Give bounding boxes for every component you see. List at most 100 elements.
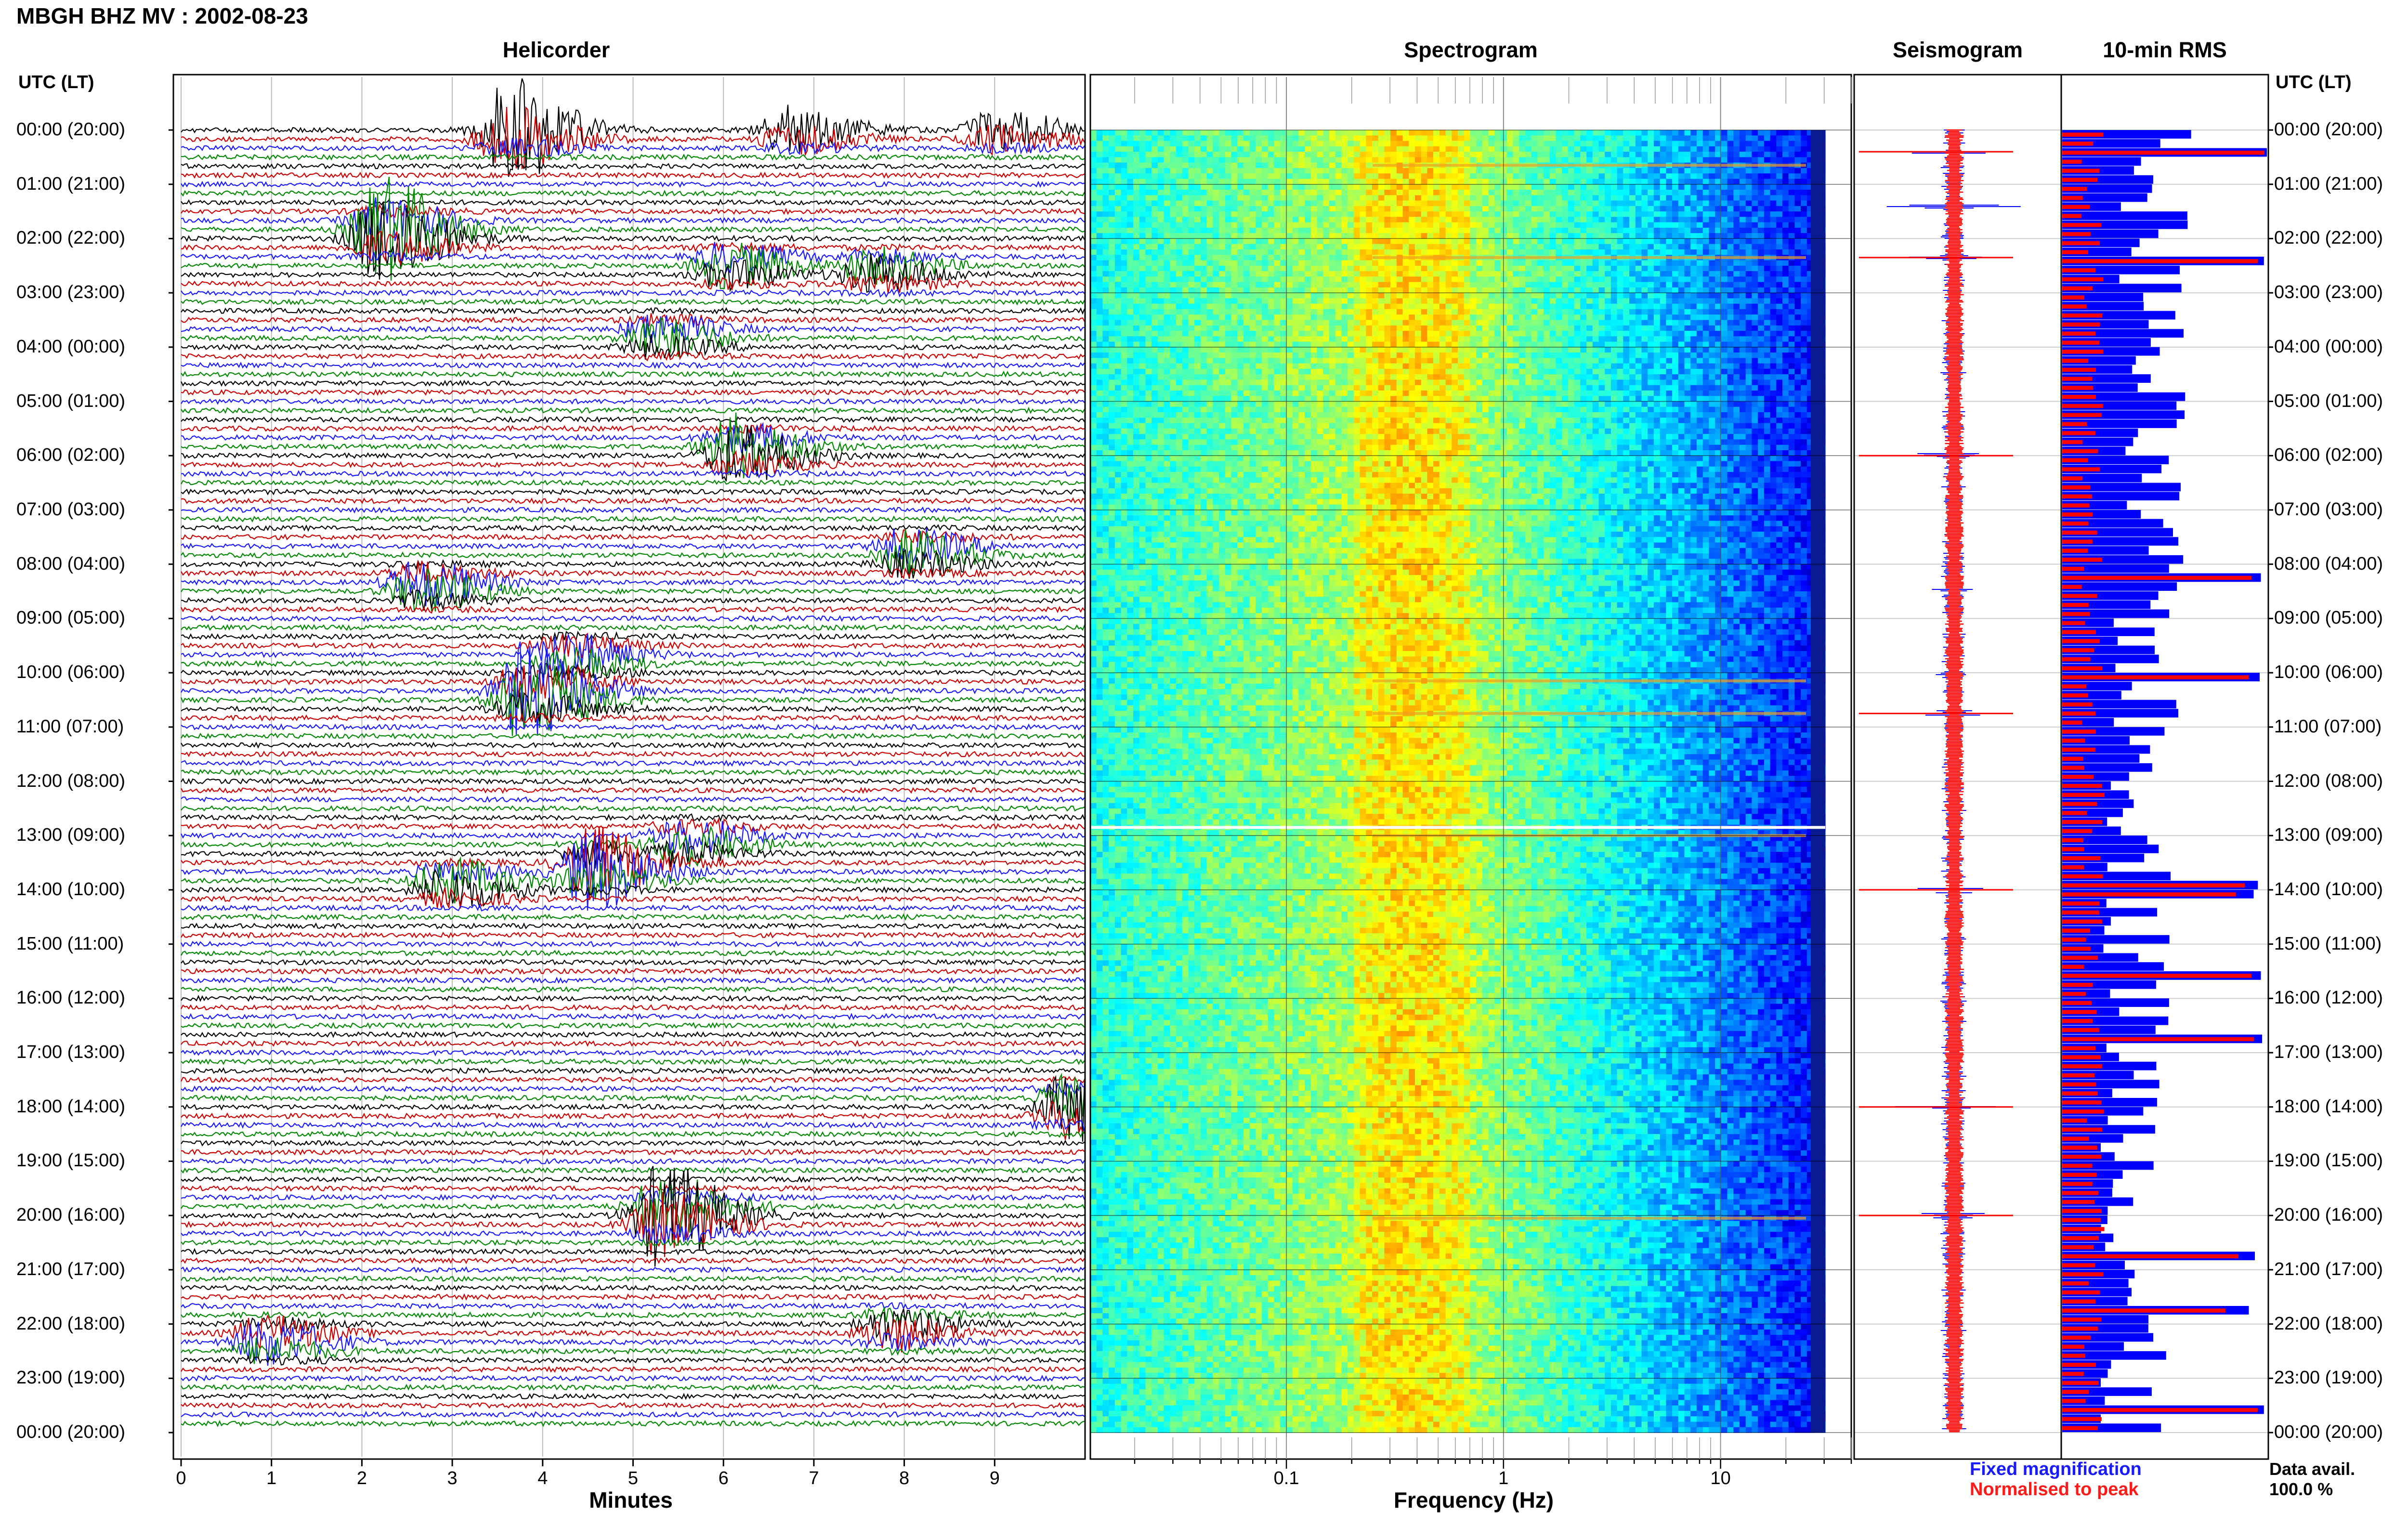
spectrogram-cell: [1097, 276, 1103, 282]
spectrogram-cell: [1176, 195, 1182, 201]
spectrogram-cell: [1672, 249, 1678, 255]
spectrogram-cell: [1464, 304, 1470, 310]
spectrogram-cell: [1354, 190, 1360, 196]
spectrogram-cell: [1586, 287, 1593, 293]
spectrogram-cell: [1250, 282, 1256, 288]
spectrogram-cell: [1593, 190, 1599, 196]
spectrogram-cell: [1182, 244, 1189, 250]
spectrogram-cell: [1672, 201, 1678, 207]
helicorder-xtick-label: 5: [628, 1468, 638, 1488]
spectrogram-cell: [1666, 233, 1672, 239]
spectrogram-cell: [1489, 266, 1495, 272]
spectrogram-cell: [1403, 287, 1409, 293]
spectrogram-cell: [1317, 298, 1323, 304]
spectrogram-cell: [1145, 287, 1152, 293]
spectrogram-cell: [1746, 211, 1752, 217]
spectrogram-cell: [1636, 266, 1642, 272]
spectrogram-cell: [1384, 271, 1390, 277]
spectrogram-cell: [1121, 271, 1127, 277]
spectrogram-cell: [1280, 255, 1286, 261]
spectrogram-cell: [1636, 309, 1642, 315]
spectrogram-cell: [1593, 146, 1599, 152]
spectrogram-cell: [1727, 228, 1734, 234]
spectrogram-cell: [1721, 282, 1727, 288]
spectrogram-cell: [1654, 271, 1660, 277]
spectrogram-cell: [1170, 184, 1176, 190]
spectrogram-cell: [1733, 266, 1740, 272]
spectrogram-cell: [1384, 190, 1390, 196]
spectrogram-cell: [1721, 184, 1727, 190]
spectrogram-cell: [1685, 206, 1691, 212]
spectrogram-cell: [1176, 304, 1182, 310]
spectrogram-cell: [1721, 228, 1727, 234]
spectrogram-cell: [1311, 282, 1317, 288]
spectrogram-cell: [1207, 206, 1213, 212]
spectrogram-cell: [1648, 249, 1654, 255]
spectrogram-cell: [1262, 261, 1268, 266]
spectrogram-cell: [1617, 168, 1623, 174]
spectrogram-cell: [1262, 249, 1268, 255]
spectrogram-cell: [1256, 184, 1262, 190]
spectrogram-cell: [1176, 293, 1182, 299]
spectrogram-cell: [1256, 261, 1262, 266]
spectrogram-cell: [1629, 184, 1636, 190]
spectrogram-cell: [1519, 157, 1525, 163]
spectrogram-cell: [1562, 244, 1568, 250]
spectrogram-cell: [1360, 168, 1366, 174]
spectrogram-cell: [1256, 271, 1262, 277]
spectrogram-cell: [1097, 309, 1103, 315]
spectrogram-cell: [1323, 206, 1329, 212]
spectrogram-cell: [1752, 217, 1758, 222]
spectrogram-cell: [1189, 206, 1195, 212]
spectrogram-cell: [1599, 141, 1605, 147]
spectrogram-cell: [1152, 304, 1158, 310]
spectrogram-cell: [1562, 304, 1568, 310]
spectrogram-cell: [1611, 233, 1617, 239]
spectrogram-cell: [1642, 201, 1648, 207]
spectrogram-cell: [1109, 135, 1115, 141]
spectrogram-cell: [1660, 266, 1666, 272]
spectrogram-cell: [1384, 217, 1390, 222]
spectrogram-cell: [1298, 168, 1305, 174]
spectrogram-cell: [1452, 157, 1458, 163]
spectrogram-cell: [1243, 135, 1250, 141]
spectrogram-cell: [1298, 244, 1305, 250]
spectrogram-cell: [1201, 228, 1207, 234]
spectrogram-cell: [1482, 146, 1489, 152]
spectrogram-cell: [1666, 179, 1672, 184]
spectrogram-cell: [1580, 261, 1586, 266]
spectrogram-cell: [1145, 233, 1152, 239]
spectrogram-cell: [1384, 152, 1390, 157]
spectrogram-cell: [1176, 141, 1182, 147]
spectrogram-cell: [1666, 206, 1672, 212]
spectrogram-cell: [1194, 163, 1201, 169]
spectrogram-cell: [1721, 206, 1727, 212]
spectrogram-cell: [1194, 217, 1201, 222]
spectrogram-cell: [1409, 152, 1415, 157]
spectrogram-cell: [1605, 276, 1611, 282]
spectrogram-cell: [1366, 146, 1372, 152]
spectrogram-cell: [1703, 206, 1709, 212]
spectrogram-cell: [1158, 276, 1164, 282]
spectrogram-cell: [1341, 163, 1348, 169]
spectrogram-cell: [1403, 146, 1409, 152]
spectrogram-cell: [1648, 261, 1654, 266]
spectrogram-cell: [1403, 190, 1409, 196]
spectrogram-cell: [1703, 211, 1709, 217]
spectrogram-cell: [1268, 266, 1274, 272]
spectrogram-cell: [1225, 141, 1231, 147]
spectrogram-cell: [1409, 261, 1415, 266]
spectrogram-cell: [1623, 271, 1629, 277]
spectrogram-cell: [1384, 141, 1390, 147]
spectrogram-cell: [1329, 157, 1335, 163]
spectrogram-cell: [1599, 249, 1605, 255]
spectrogram-cell: [1623, 276, 1629, 282]
spectrogram-cell: [1133, 276, 1139, 282]
spectrogram-cell: [1219, 233, 1225, 239]
spectrogram-cell: [1489, 190, 1495, 196]
spectrogram-cell: [1152, 293, 1158, 299]
spectrogram-cell: [1286, 228, 1293, 234]
spectrogram-cell: [1329, 135, 1335, 141]
spectrogram-cell: [1470, 304, 1476, 310]
spectrogram-cell: [1109, 211, 1115, 217]
